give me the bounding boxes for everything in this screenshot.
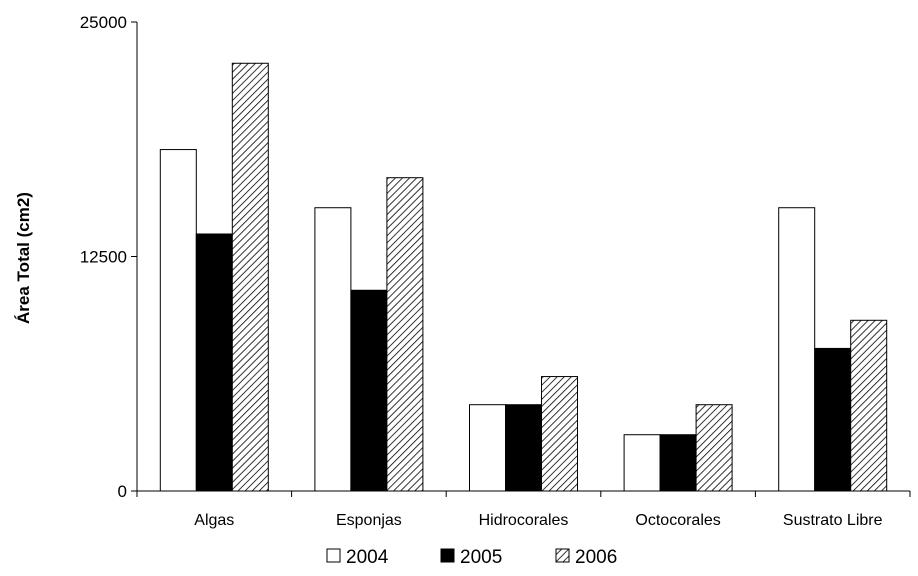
- legend-swatch-2005: [440, 548, 455, 563]
- bar-2006-octocorales: [695, 404, 733, 492]
- legend: 2004 2005 2006: [326, 547, 617, 568]
- y-tick-label: 12500: [80, 248, 127, 267]
- y-tick-label: 25000: [80, 13, 127, 32]
- x-category-label: Hidrocorales: [479, 512, 569, 529]
- bar-2006-hidrocorales: [541, 376, 578, 492]
- legend-swatch-2006: [555, 548, 570, 563]
- bars: [159, 62, 888, 492]
- x-category-label: Esponjas: [336, 512, 402, 529]
- x-category-label: Algas: [194, 512, 234, 529]
- y-tick-label: 0: [118, 482, 127, 501]
- bar-2006-sustrato-libre: [850, 319, 888, 492]
- bar-2005-hidrocorales: [505, 404, 542, 492]
- legend-label: 2004: [346, 547, 389, 568]
- bar-2005-esponjas: [350, 289, 388, 492]
- bar-2005-algas: [195, 233, 233, 492]
- y-axis-title: Área Total (cm2): [14, 192, 33, 324]
- y-axis: 0 12500 25000: [80, 13, 138, 501]
- legend-label: 2005: [460, 547, 502, 568]
- bar-2005-sustrato-libre: [814, 347, 852, 492]
- bar-2006-esponjas: [386, 177, 424, 492]
- bar-2004-hidrocorales: [469, 404, 506, 492]
- bar-2004-algas: [159, 149, 197, 492]
- bar-2004-sustrato-libre: [778, 207, 816, 492]
- bar-2005-octocorales: [659, 434, 697, 492]
- x-axis: Algas Esponjas Hidrocorales Octocorales Sust…: [136, 490, 911, 529]
- bar-2004-octocorales: [623, 434, 661, 492]
- legend-label: 2006: [575, 547, 617, 568]
- bar-2004-esponjas: [314, 207, 352, 492]
- x-category-label: Octocorales: [635, 512, 720, 529]
- x-category-label: Sustrato Libre: [783, 512, 883, 529]
- bar-2006-algas: [231, 62, 269, 492]
- legend-swatch-2004: [326, 548, 341, 563]
